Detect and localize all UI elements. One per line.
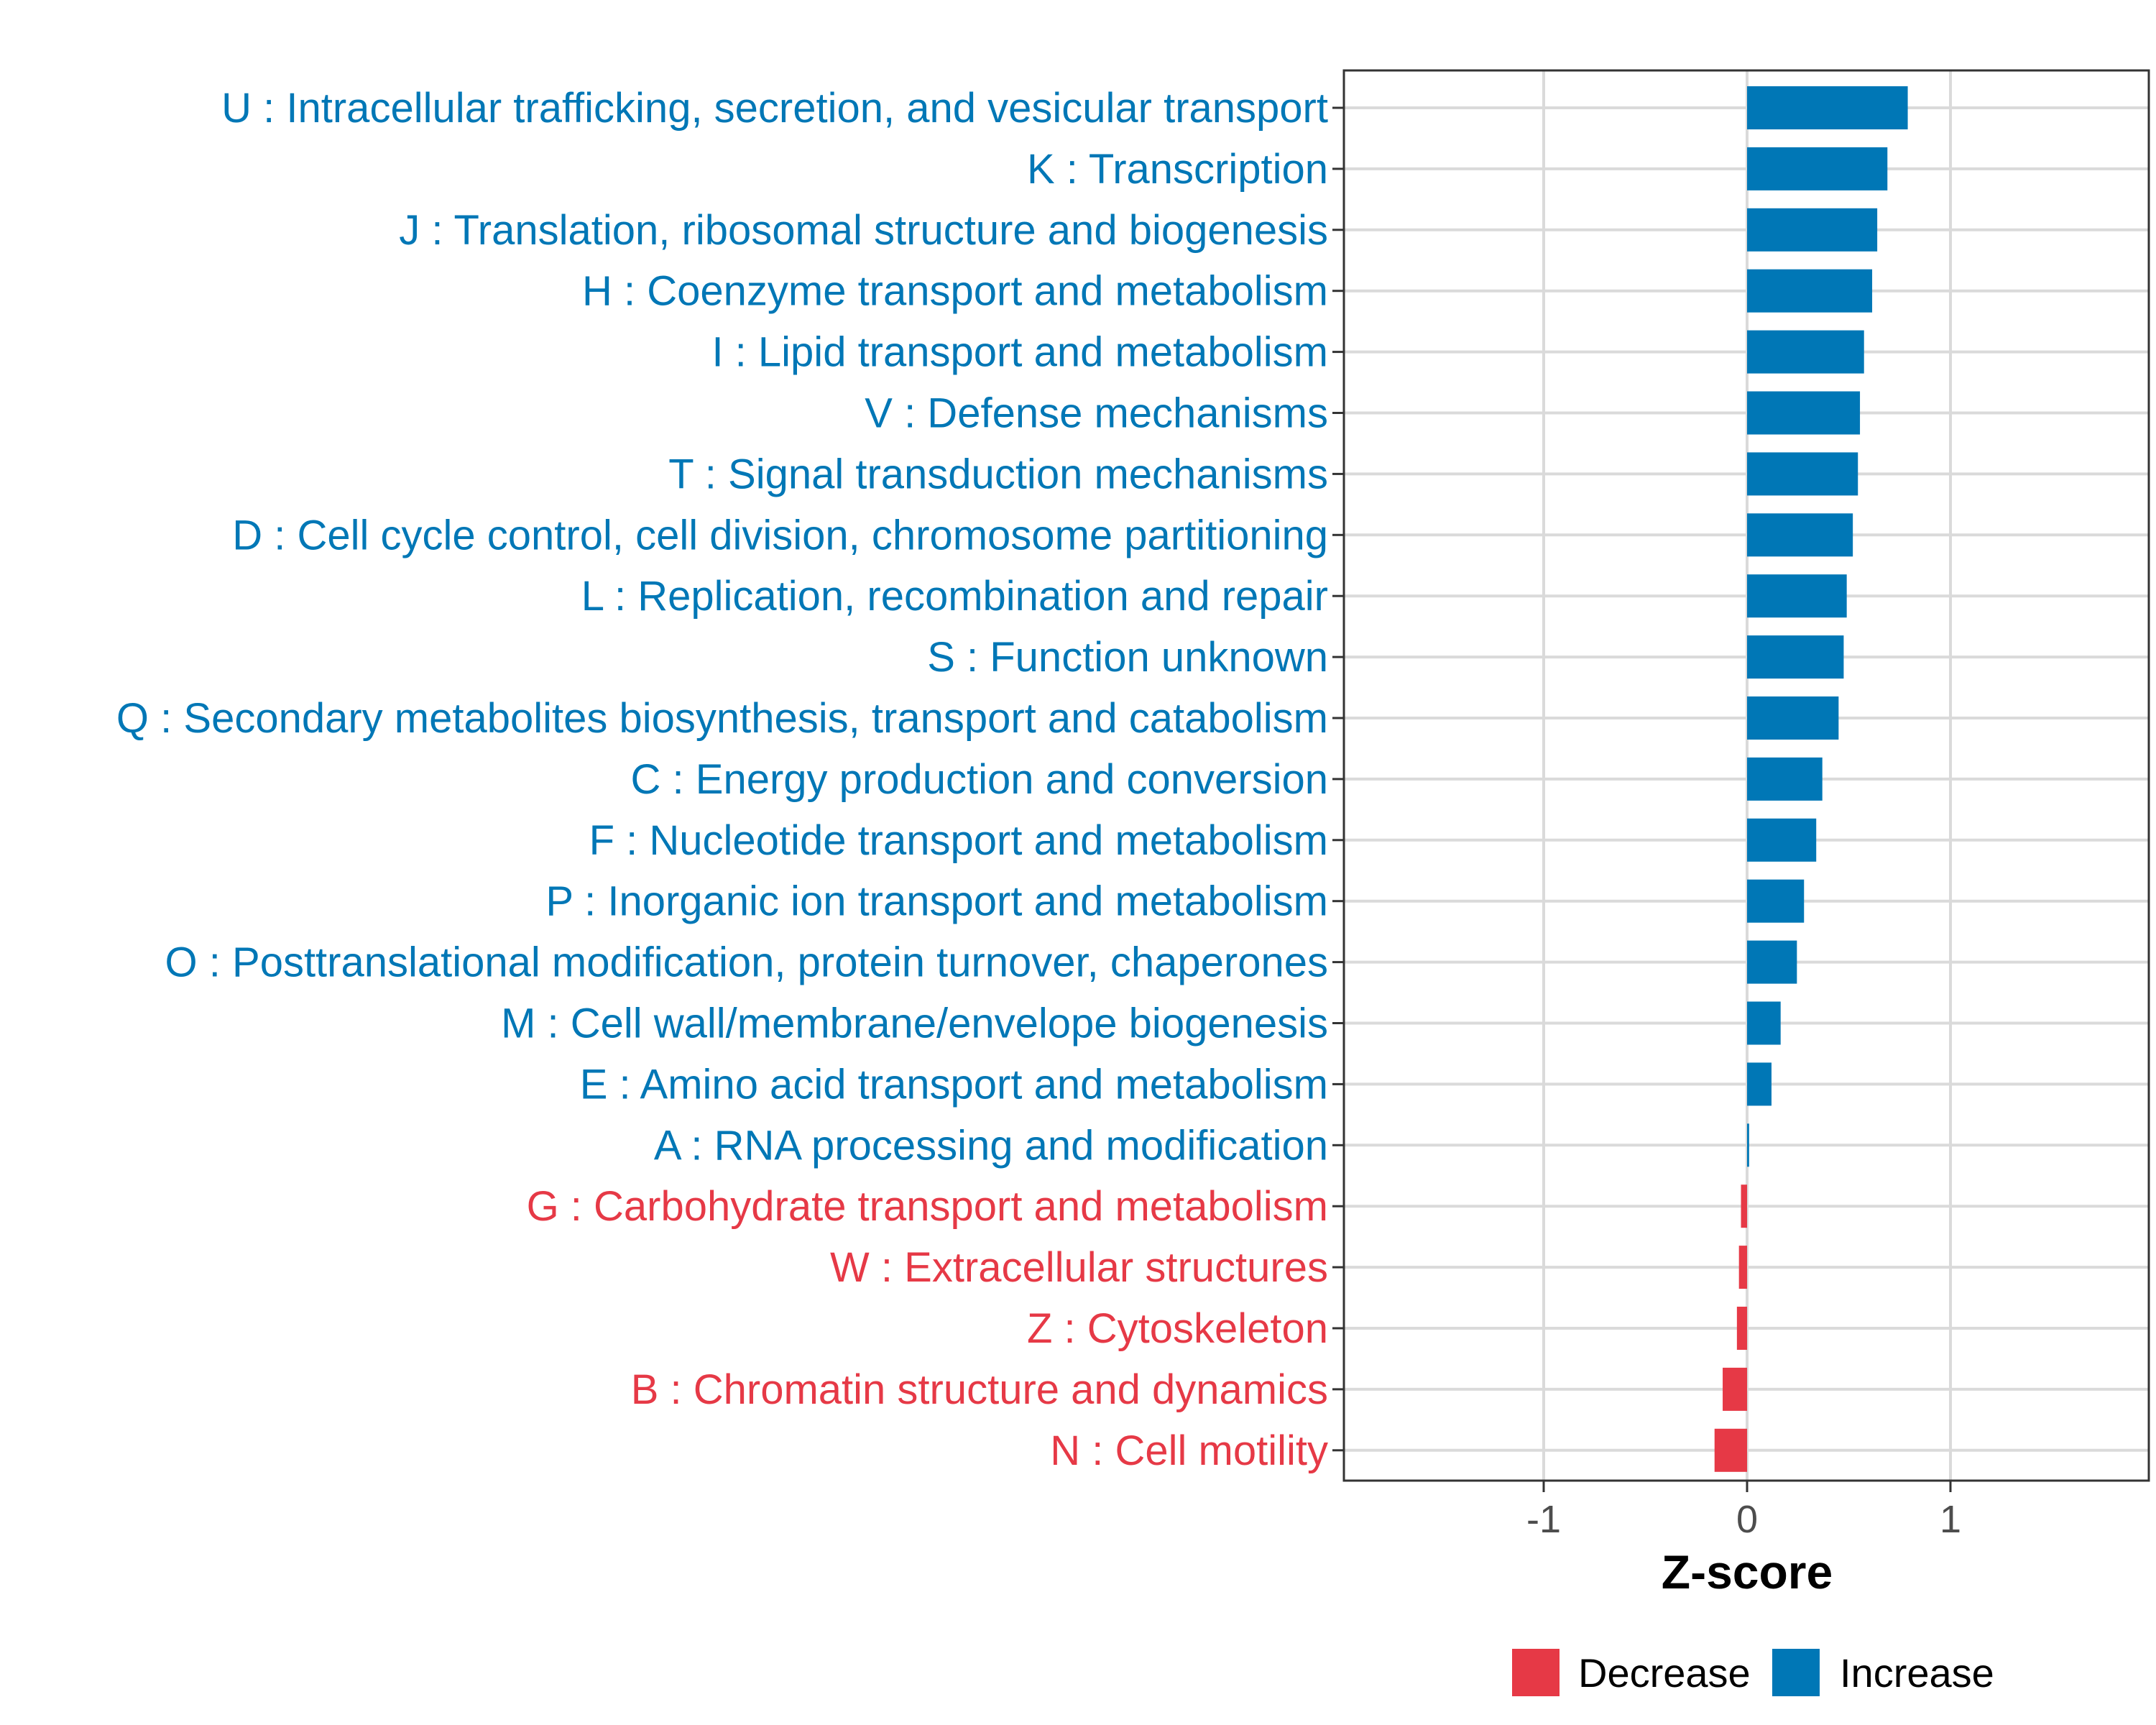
- category-label: U : Intracellular trafficking, secretion…: [221, 85, 1328, 132]
- bar-k: [1747, 147, 1888, 190]
- x-tick-label: -1: [1526, 1498, 1561, 1541]
- category-label: H : Coenzyme transport and metabolism: [582, 268, 1328, 315]
- category-label: Q : Secondary metabolites biosynthesis, …: [116, 695, 1328, 742]
- category-label: T : Signal transduction mechanisms: [668, 451, 1328, 497]
- bar-t: [1747, 452, 1858, 496]
- legend-label-increase: Increase: [1840, 1650, 1994, 1696]
- bar-u: [1747, 86, 1908, 129]
- category-label: P : Inorganic ion transport and metaboli…: [545, 878, 1328, 925]
- axis-ticks: -1 0 1: [1332, 106, 1961, 1541]
- bar-n: [1714, 1428, 1747, 1472]
- bar-i: [1747, 330, 1864, 374]
- category-label: M : Cell wall/membrane/envelope biogenes…: [501, 1000, 1328, 1047]
- category-label: Z : Cytoskeleton: [1027, 1305, 1328, 1352]
- category-label: A : RNA processing and modification: [654, 1122, 1328, 1169]
- bar-v: [1747, 391, 1861, 435]
- bar-q: [1747, 696, 1839, 740]
- bar-d: [1747, 513, 1853, 557]
- x-tick-label: 1: [1940, 1498, 1961, 1541]
- legend: Decrease Increase: [1512, 1649, 1994, 1696]
- category-label: D : Cell cycle control, cell division, c…: [232, 512, 1328, 558]
- bar-p: [1747, 879, 1805, 923]
- legend-swatch-increase: [1772, 1649, 1820, 1696]
- category-label: L : Replication, recombination and repai…: [581, 573, 1328, 620]
- bar-g: [1741, 1184, 1747, 1228]
- legend-swatch-decrease: [1512, 1649, 1560, 1696]
- category-label: S : Function unknown: [927, 634, 1328, 681]
- bar-z: [1736, 1307, 1747, 1350]
- bar-l: [1747, 574, 1847, 618]
- x-axis-title: Z-score: [1662, 1545, 1833, 1598]
- bar-m: [1747, 1001, 1781, 1045]
- bar-h: [1747, 269, 1873, 313]
- bar-c: [1747, 757, 1823, 801]
- category-label: J : Translation, ribosomal structure and…: [399, 207, 1328, 254]
- category-label: F : Nucleotide transport and metabolism: [589, 817, 1328, 864]
- bar-o: [1747, 940, 1797, 984]
- category-label: C : Energy production and conversion: [631, 756, 1328, 803]
- category-label: I : Lipid transport and metabolism: [711, 329, 1328, 376]
- category-label: G : Carbohydrate transport and metabolis…: [527, 1183, 1328, 1230]
- x-tick-label: 0: [1736, 1498, 1758, 1541]
- bars: [1714, 86, 1908, 1472]
- category-label: K : Transcription: [1027, 146, 1328, 193]
- bar-b: [1723, 1367, 1747, 1411]
- category-label: E : Amino acid transport and metabolism: [580, 1061, 1328, 1108]
- bar-s: [1747, 635, 1844, 679]
- bar-f: [1747, 818, 1817, 862]
- category-label: B : Chromatin structure and dynamics: [631, 1366, 1328, 1413]
- category-label: V : Defense mechanisms: [865, 390, 1328, 437]
- bar-w: [1738, 1246, 1747, 1289]
- bar-a: [1747, 1123, 1749, 1167]
- legend-label-decrease: Decrease: [1578, 1650, 1751, 1696]
- bar-j: [1747, 208, 1878, 252]
- category-label: W : Extracellular structures: [830, 1244, 1328, 1291]
- category-label: O : Posttranslational modification, prot…: [165, 939, 1328, 986]
- category-labels: U : Intracellular trafficking, secretion…: [116, 85, 1328, 1474]
- category-label: N : Cell motility: [1050, 1427, 1328, 1474]
- bar-e: [1747, 1062, 1772, 1106]
